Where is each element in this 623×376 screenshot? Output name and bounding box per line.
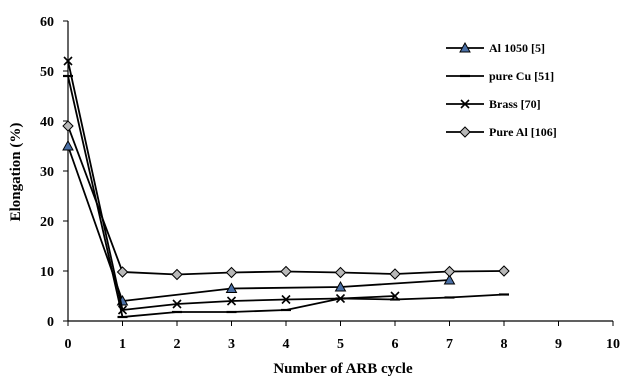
legend-marker	[460, 99, 470, 109]
y-tick-label: 40	[40, 115, 54, 130]
x-tick-label: 4	[283, 337, 290, 352]
data-point	[63, 56, 73, 66]
series-1	[62, 139, 456, 306]
series-3	[63, 56, 400, 315]
y-tick-label: 10	[40, 265, 54, 280]
legend-marker-stroke	[460, 99, 470, 109]
data-point-stroke	[281, 294, 291, 305]
y-tick-label: 0	[47, 315, 54, 330]
data-point	[62, 120, 74, 132]
data-point	[334, 266, 347, 279]
data-point	[117, 305, 128, 315]
x-tick-label: 3	[228, 337, 235, 352]
y-tick-label: 60	[40, 15, 54, 30]
x-tick-label: 8	[501, 337, 508, 352]
y-axis-label: Elongation (%)	[8, 123, 24, 222]
data-point	[171, 268, 183, 281]
x-tick-label: 1	[119, 337, 126, 352]
x-tick-label: 9	[555, 337, 562, 352]
chart-legend: Al 1050 [5] pure Cu [51] Brass [70] Pure Al…	[446, 41, 557, 139]
legend-entry-4: Pure Al [106]	[446, 125, 557, 139]
data-point-stroke	[117, 305, 128, 315]
series-4	[62, 120, 510, 281]
legend-entry-2: pure Cu [51]	[446, 69, 554, 83]
data-point-stroke	[335, 293, 346, 304]
legend-entry-3: Brass [70]	[446, 97, 541, 111]
x-tick-label: 6	[392, 337, 399, 352]
data-point	[226, 296, 237, 306]
x-tick-label: 2	[174, 337, 181, 352]
data-point	[335, 293, 346, 304]
legend-entry-1: Al 1050 [5]	[446, 41, 545, 55]
legend-label: Pure Al [106]	[489, 125, 557, 139]
data-point	[443, 273, 456, 285]
chart-series	[62, 56, 510, 319]
x-axis-label: Number of ARB cycle	[273, 361, 413, 376]
data-point-stroke	[63, 56, 73, 66]
data-point	[116, 266, 129, 278]
legend-label: Al 1050 [5]	[489, 41, 545, 55]
legend-marker	[459, 41, 471, 53]
y-tick-label: 50	[40, 65, 54, 80]
x-tick-label: 10	[606, 337, 620, 352]
data-point-stroke	[226, 296, 237, 306]
legend-label: Brass [70]	[489, 97, 541, 111]
x-tick-label: 7	[446, 337, 453, 352]
x-tick-label: 5	[337, 337, 344, 352]
data-point	[62, 139, 74, 151]
x-tick-label: 0	[65, 337, 72, 352]
series-line	[67, 125, 505, 276]
data-point-stroke	[172, 299, 182, 309]
data-point-stroke	[390, 291, 400, 301]
legend-label: pure Cu [51]	[489, 69, 554, 83]
data-point	[389, 268, 401, 280]
data-point	[281, 294, 291, 305]
series-line	[67, 145, 450, 302]
data-point	[334, 280, 347, 292]
data-point	[498, 265, 510, 277]
legend-marker	[459, 126, 471, 138]
data-point	[225, 282, 238, 293]
y-tick-label: 30	[40, 165, 54, 180]
y-tick-label: 20	[40, 215, 54, 230]
chart-axes: 0 10 20 30 40 50 60 0 1 2 3 4 5 6 7 8 9 10	[40, 15, 620, 352]
data-point	[172, 299, 182, 309]
data-point	[443, 265, 456, 278]
data-point	[225, 266, 238, 279]
data-point	[390, 291, 400, 301]
data-point	[280, 265, 292, 278]
